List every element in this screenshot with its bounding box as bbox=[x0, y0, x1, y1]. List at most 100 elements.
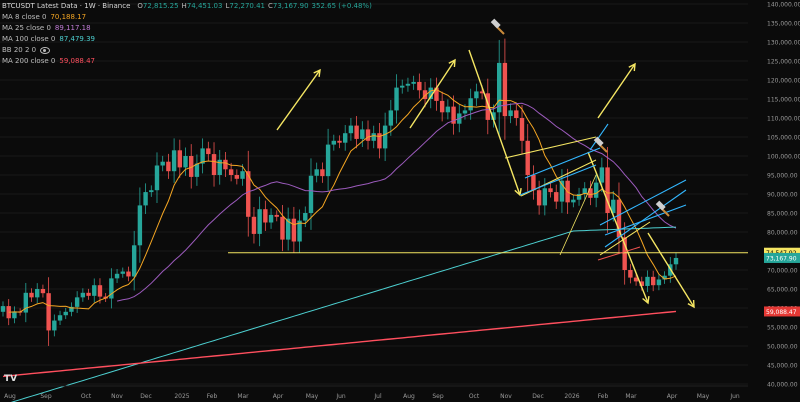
candle-body bbox=[92, 285, 97, 296]
time-axis-label: Dec bbox=[532, 393, 544, 400]
annotation-arrow-up-2 bbox=[409, 59, 456, 129]
hammer-icon-head bbox=[490, 18, 501, 29]
candle-body bbox=[320, 169, 325, 177]
candle-body bbox=[633, 277, 639, 282]
annotation-arrow-down-1 bbox=[468, 49, 521, 196]
time-axis-label: Apr bbox=[273, 393, 284, 400]
price-axis-tick-label: 110,000.00 bbox=[767, 116, 800, 123]
indicator-row[interactable]: MA 200 close 0 59,088.47 bbox=[2, 56, 372, 67]
candle-body bbox=[582, 188, 587, 194]
tradingview-logo-icon[interactable]: TV bbox=[4, 374, 18, 384]
time-axis-label: Feb bbox=[207, 393, 218, 400]
time-axis-label: Mar bbox=[625, 393, 637, 400]
indicator-value: 59,088.47 bbox=[59, 57, 95, 65]
price-axis-tick-label: 105,000.00 bbox=[767, 135, 800, 142]
indicator-label: MA 100 close 0 bbox=[2, 35, 56, 43]
candle-body bbox=[251, 216, 257, 234]
candle-body bbox=[645, 276, 650, 286]
candle-body bbox=[331, 140, 336, 145]
candle-body bbox=[405, 83, 411, 86]
visibility-eye-icon[interactable] bbox=[40, 47, 51, 54]
price-axis-tick-label: 130,000.00 bbox=[767, 40, 800, 47]
time-axis-label: Apr bbox=[667, 393, 678, 400]
annotation-arrow-up-1 bbox=[276, 69, 321, 131]
candle-body bbox=[246, 171, 251, 217]
candle-body bbox=[365, 129, 371, 141]
candle-body bbox=[285, 218, 291, 240]
channel-line bbox=[599, 221, 651, 256]
time-axis-label: Oct bbox=[81, 393, 92, 400]
indicator-row[interactable]: BB 20 2 0 bbox=[2, 45, 372, 56]
candle-body bbox=[143, 192, 148, 206]
time-axis-label: Jun bbox=[729, 393, 740, 400]
candle-body bbox=[588, 188, 593, 198]
time-axis-label: Oct bbox=[469, 393, 480, 400]
candle-body bbox=[491, 112, 496, 120]
candle-body bbox=[337, 140, 342, 143]
symbol-title: BTCUSDT Latest Data · 1W · Binance bbox=[2, 2, 131, 10]
chart-legend: BTCUSDT Latest Data · 1W · Binance O72,8… bbox=[2, 1, 372, 67]
candle-body bbox=[348, 125, 354, 134]
indicator-label: MA 8 close 0 bbox=[2, 13, 47, 21]
cyan-channel-line bbox=[604, 189, 687, 248]
candle-body bbox=[206, 148, 211, 155]
candle-body bbox=[571, 199, 576, 203]
time-axis-label: Sep bbox=[40, 393, 52, 400]
candle-body bbox=[650, 276, 656, 286]
hammer-icon-head bbox=[593, 136, 604, 147]
ma100-line bbox=[10, 226, 677, 402]
candle-body bbox=[616, 199, 622, 238]
candle-body bbox=[137, 205, 143, 246]
candle-body bbox=[599, 167, 605, 183]
candle-body bbox=[343, 133, 348, 143]
candle-body bbox=[400, 85, 405, 88]
candle-body bbox=[662, 275, 667, 280]
price-axis-tick-label: 65,000.00 bbox=[767, 287, 798, 294]
candle-body bbox=[445, 106, 451, 113]
candle-body bbox=[263, 209, 268, 223]
candle-body bbox=[622, 237, 627, 270]
candle-body bbox=[120, 271, 125, 274]
indicator-row[interactable]: MA 25 close 0 89,117.18 bbox=[2, 23, 372, 34]
indicator-row[interactable]: MA 8 close 0 70,188.17 bbox=[2, 12, 372, 23]
annotation-arrow-down-2 bbox=[587, 151, 649, 304]
candle-body bbox=[183, 156, 188, 168]
candle-body bbox=[0, 306, 6, 312]
ohlc-c: C73,167.90 bbox=[268, 2, 309, 10]
price-axis-tick-label: 95,000.00 bbox=[767, 173, 798, 180]
annotation-arrow-down-3-head bbox=[687, 299, 695, 309]
candle-body bbox=[97, 285, 103, 297]
time-axis-label: 2025 bbox=[174, 393, 189, 400]
candle-body bbox=[554, 192, 559, 202]
candle-body bbox=[114, 273, 120, 279]
candle-body bbox=[177, 150, 183, 168]
price-axis-tick-label: 140,000.00 bbox=[767, 2, 800, 9]
indicator-row[interactable]: MA 100 close 0 87,479.39 bbox=[2, 34, 372, 45]
candle-body bbox=[371, 133, 376, 141]
price-axis-tick-label: 55,000.00 bbox=[767, 325, 798, 332]
cyan-channel-line bbox=[604, 204, 687, 236]
candle-body bbox=[189, 156, 194, 177]
candle-body bbox=[354, 125, 359, 139]
price-axis-tick-label: 90,000.00 bbox=[767, 192, 798, 199]
candle-body bbox=[474, 91, 479, 99]
candle-body bbox=[12, 311, 17, 319]
cyan-channel-line bbox=[519, 164, 597, 196]
candle-body bbox=[35, 289, 40, 298]
price-axis-tick-label: 45,000.00 bbox=[767, 363, 798, 370]
candle-body bbox=[80, 292, 86, 298]
channel-line bbox=[504, 136, 597, 159]
candle-body bbox=[325, 144, 331, 177]
annotation-arrow-up-2-head bbox=[448, 58, 456, 68]
annotation-arrow-up-1-head bbox=[313, 68, 321, 77]
time-axis-label: Aug bbox=[4, 393, 16, 400]
candle-body bbox=[314, 169, 319, 176]
candle-body bbox=[149, 190, 154, 193]
candle-body bbox=[29, 292, 34, 298]
candle-body bbox=[502, 62, 508, 117]
candle-body bbox=[57, 315, 63, 321]
cyan-channel-line bbox=[589, 123, 609, 151]
candle-body bbox=[559, 180, 565, 202]
price-label-badge bbox=[764, 247, 800, 258]
